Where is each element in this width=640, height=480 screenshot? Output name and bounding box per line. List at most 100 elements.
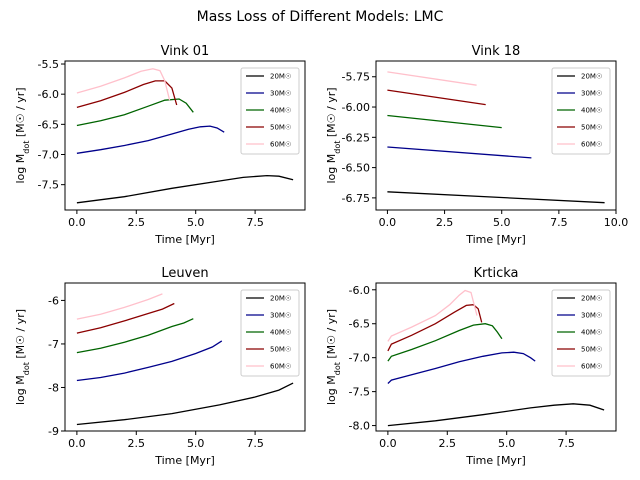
- x-axis-label: Time [Myr]: [465, 233, 526, 246]
- axes-frame: [375, 282, 617, 432]
- y-axis-label: log Mdot [M☉ / yr]: [14, 309, 31, 405]
- subplot-4: Krticka 0.0 2.5 5.0 7.5 -8.0 -7.5 -7.0 -6.5 -6.0 T…: [325, 266, 617, 467]
- legend-label: 20M☉: [581, 73, 602, 81]
- x-tick-label: 10.0: [604, 216, 629, 229]
- legend-label: 30M☉: [581, 90, 602, 98]
- y-tick-label: -8: [48, 381, 59, 394]
- y-tick-label: -5.5: [38, 58, 59, 71]
- x-tick-label: 7.5: [246, 437, 264, 450]
- x-tick-label: 7.5: [557, 437, 575, 450]
- y-tick-label: -7: [48, 338, 59, 351]
- legend-label: 30M☉: [270, 90, 291, 98]
- y-tick-label: -7.5: [38, 179, 59, 192]
- y-axis-label: log Mdot [M☉ / yr]: [325, 309, 342, 405]
- legend-label: 20M☉: [270, 73, 291, 81]
- x-tick-label: 2.5: [128, 216, 146, 229]
- y-axis-label: log Mdot [M☉ / yr]: [325, 87, 342, 183]
- subplot-title: Vink 01: [161, 44, 210, 59]
- x-tick-label: 0.0: [379, 437, 397, 450]
- x-tick-label: 7.5: [550, 216, 568, 229]
- legend-label: 30M☉: [270, 312, 291, 320]
- series-line-1: [387, 403, 605, 427]
- legend-label: 60M☉: [270, 363, 291, 371]
- series-line-1: [76, 382, 294, 426]
- legend-label: 20M☉: [581, 295, 602, 303]
- legend-label: 50M☉: [270, 124, 291, 132]
- x-tick-label: 5.0: [187, 437, 205, 450]
- series-line-5: [76, 293, 163, 320]
- legend-label: 50M☉: [581, 346, 602, 354]
- subplot-1: Vink 01 0.0 2.5 5.0 7.5 -7.5 -7.0 -6.5 -6.0 -5.5 T…: [14, 44, 306, 246]
- y-tick-label: -6.75: [342, 192, 370, 205]
- y-tick-label: -7.0: [349, 352, 370, 365]
- subplot-title: Krticka: [474, 266, 519, 281]
- legend-box: [240, 67, 300, 155]
- x-tick-label: 7.5: [246, 216, 264, 229]
- series-line-2: [387, 351, 536, 384]
- legend-box: [551, 67, 611, 155]
- series-line-1: [76, 174, 294, 204]
- legend-label: 50M☉: [270, 346, 291, 354]
- legend-label: 40M☉: [270, 107, 291, 115]
- series-line-5: [387, 71, 477, 86]
- x-tick-label: 2.5: [439, 437, 457, 450]
- legend-label: 40M☉: [270, 329, 291, 337]
- y-tick-label: -6.25: [342, 131, 370, 144]
- x-tick-label: 2.5: [128, 437, 146, 450]
- legend-label: 30M☉: [581, 312, 602, 320]
- series-line-3: [387, 114, 502, 129]
- legend-label: 60M☉: [581, 141, 602, 149]
- y-tick-label: -7.5: [349, 386, 370, 399]
- series-line-5: [387, 289, 478, 342]
- y-tick-label: -6.0: [38, 88, 59, 101]
- y-tick-label: -6.50: [342, 162, 370, 175]
- x-tick-label: 5.0: [187, 216, 205, 229]
- y-axis-label: log Mdot [M☉ / yr]: [14, 87, 31, 183]
- series-line-4: [387, 304, 483, 352]
- x-tick-label: 0.0: [68, 216, 86, 229]
- series-line-2: [76, 340, 223, 382]
- series-line-3: [387, 323, 503, 362]
- axes-frame: [64, 60, 306, 211]
- series-line-4: [387, 89, 486, 106]
- axes-frame: [64, 282, 306, 432]
- x-tick-label: 5.0: [498, 437, 516, 450]
- x-tick-label: 2.5: [436, 216, 454, 229]
- axes-frame: [375, 60, 617, 211]
- subplot-3: Leuven 0.0 2.5 5.0 7.5 -9 -8 -7 -6 Time [Myr] log …: [14, 266, 306, 467]
- y-tick-label: -7.0: [38, 149, 59, 162]
- subplot-title: Leuven: [161, 266, 208, 281]
- legend-box: [551, 289, 611, 377]
- y-tick-label: -6.00: [342, 101, 370, 114]
- x-axis-label: Time [Myr]: [154, 454, 215, 467]
- y-tick-label: -9: [48, 425, 59, 438]
- legend-label: 50M☉: [581, 124, 602, 132]
- legend-label: 20M☉: [270, 295, 291, 303]
- series-line-5: [76, 68, 171, 101]
- series-line-2: [76, 125, 225, 154]
- series-line-3: [76, 98, 194, 127]
- figure-title: Mass Loss of Different Models: LMC: [197, 9, 444, 25]
- y-tick-label: -8.0: [349, 420, 370, 433]
- x-tick-label: 5.0: [493, 216, 511, 229]
- series-line-4: [76, 80, 178, 109]
- subplot-title: Vink 18: [472, 44, 521, 59]
- legend-label: 40M☉: [581, 107, 602, 115]
- y-tick-label: -6.0: [349, 284, 370, 297]
- y-tick-label: -5.75: [342, 71, 370, 84]
- series-line-2: [387, 146, 532, 159]
- legend-box: [240, 289, 300, 377]
- x-tick-label: 0.0: [68, 437, 86, 450]
- series-line-1: [387, 191, 605, 204]
- series-line-3: [76, 318, 194, 354]
- legend-label: 60M☉: [270, 141, 291, 149]
- subplot-2: Vink 18 0.0 2.5 5.0 7.5 10.0 -6.75 -6.50 -6.25 -6…: [325, 44, 628, 246]
- x-tick-label: 0.0: [379, 216, 397, 229]
- x-axis-label: Time [Myr]: [154, 233, 215, 246]
- legend-label: 40M☉: [581, 329, 602, 337]
- x-axis-label: Time [Myr]: [465, 454, 526, 467]
- y-tick-label: -6.5: [349, 318, 370, 331]
- legend-label: 60M☉: [581, 363, 602, 371]
